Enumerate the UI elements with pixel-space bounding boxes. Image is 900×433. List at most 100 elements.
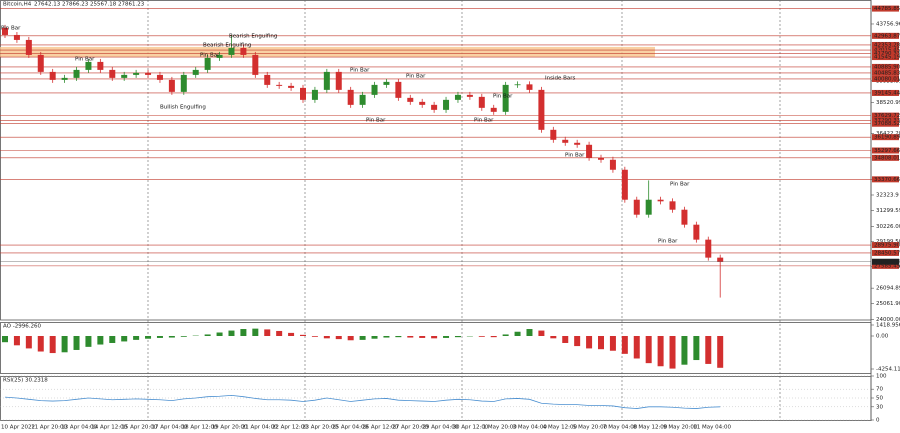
ao-bar [121, 336, 128, 342]
x-tick-label: 17 Apr 04:00 [152, 425, 188, 431]
level-label: 27585.45 [874, 263, 900, 269]
candle-body [228, 47, 235, 55]
ao-bar [502, 334, 509, 337]
ao-bar [347, 336, 354, 341]
candle-body [574, 142, 581, 145]
level-box [872, 249, 899, 256]
x-tick-label: 5 May 20:00 [573, 425, 608, 431]
ao-bar [633, 336, 640, 359]
ao-bar [645, 336, 652, 364]
level-label: 39145.44 [874, 90, 900, 96]
y-tick-label: 31299.59 [876, 208, 900, 214]
annotation: Pin Bar [565, 153, 585, 159]
candle-body [109, 69, 116, 78]
annotation: Pin Bar [200, 53, 220, 59]
ao-bar [49, 336, 56, 354]
level-box [872, 117, 899, 124]
candle-body [621, 169, 628, 200]
ao-bar [550, 336, 557, 339]
ao-bar [311, 336, 318, 337]
level-label: 35297.66 [874, 148, 900, 154]
level-box [872, 50, 899, 57]
candle-body [85, 61, 92, 70]
ao-bar [25, 336, 32, 349]
level-box [872, 54, 899, 61]
candle-body [407, 97, 414, 102]
x-tick-label: 14 Apr 12:00 [91, 425, 127, 431]
level-box [872, 176, 899, 183]
ao-bar [133, 336, 140, 340]
level-label: 40080.01 [874, 76, 900, 82]
x-tick-label: 26 Apr 12:00 [362, 425, 398, 431]
candle-body [311, 89, 318, 100]
y-tick-label: 70 [876, 387, 883, 393]
candle-body [276, 84, 283, 86]
candle-body [61, 77, 68, 80]
candle-body [419, 101, 426, 105]
ao-bar [240, 329, 247, 337]
candle-body [168, 79, 175, 92]
x-tick-label: 10 Apr 2022 [1, 425, 35, 431]
candle-body [395, 81, 402, 98]
ao-bar [705, 336, 712, 364]
y-tick-label: 24000.00 [876, 317, 900, 323]
ao-bar [562, 336, 569, 343]
candle-body [49, 71, 56, 80]
ao-bar [621, 336, 628, 354]
ao-bar [2, 336, 8, 343]
candle-body [13, 34, 20, 40]
candle-body [502, 84, 509, 112]
candle-body [645, 199, 652, 215]
candle-body [73, 69, 80, 78]
ao-bar [323, 336, 330, 339]
x-tick-label: 21 Apr 04:00 [242, 425, 278, 431]
candle-body [550, 129, 557, 140]
ao-bar [300, 334, 306, 337]
x-tick-label: 3 May 04:00 [513, 425, 548, 431]
ao-bar [37, 336, 44, 352]
annotation: Inside Bars [545, 76, 576, 82]
annotation: Pin Bar [1, 26, 21, 32]
ao-bar [514, 331, 521, 337]
x-tick-label: 25 Apr 04:00 [332, 425, 368, 431]
ao-bar [276, 330, 283, 337]
x-tick-label: 7 May 04:00 [603, 425, 638, 431]
candle-body [717, 257, 724, 262]
level-label: 33370.66 [874, 177, 900, 183]
level-box [872, 32, 899, 39]
y-tick-label: 38520.99 [876, 100, 900, 106]
candle-body [681, 209, 688, 225]
level-box [872, 89, 899, 96]
candle-body [252, 54, 259, 75]
y-tick-label: 1418.956 [876, 322, 900, 328]
x-tick-label: 1 May 20:00 [483, 425, 518, 431]
level-box [872, 47, 899, 54]
ao-bar [97, 336, 104, 345]
y-tick-label: 30226.00 [876, 224, 900, 230]
level-box [872, 154, 899, 161]
candle-body [586, 144, 593, 158]
ao-bar [73, 336, 80, 350]
candle-body [37, 54, 44, 72]
panel-title: RSI(25) 30.2318 [3, 378, 48, 384]
level-label: 40485.83 [874, 70, 900, 76]
y-tick-label: 0 [876, 418, 880, 424]
candle-body [25, 39, 32, 55]
level-label: 34808.01 [874, 155, 900, 161]
ao-bar [478, 336, 485, 337]
y-tick-label: -4254.116 [876, 366, 900, 372]
x-tick-label: 23 Apr 20:00 [302, 425, 338, 431]
level-box [872, 262, 899, 269]
y-tick-label: 50 [876, 396, 883, 402]
rsi-line [4, 394, 721, 409]
annotation: Pin Bar [474, 118, 494, 124]
x-tick-label: 22 Apr 12:00 [272, 425, 308, 431]
annotation: Bearish Engulfing [229, 34, 277, 40]
ao-bar [359, 336, 366, 340]
x-tick-label: 27 Apr 20:00 [392, 425, 428, 431]
level-label: 41790.33 [874, 51, 900, 57]
level-label: 37088.52 [874, 121, 900, 127]
y-tick-label: 100 [876, 374, 887, 380]
